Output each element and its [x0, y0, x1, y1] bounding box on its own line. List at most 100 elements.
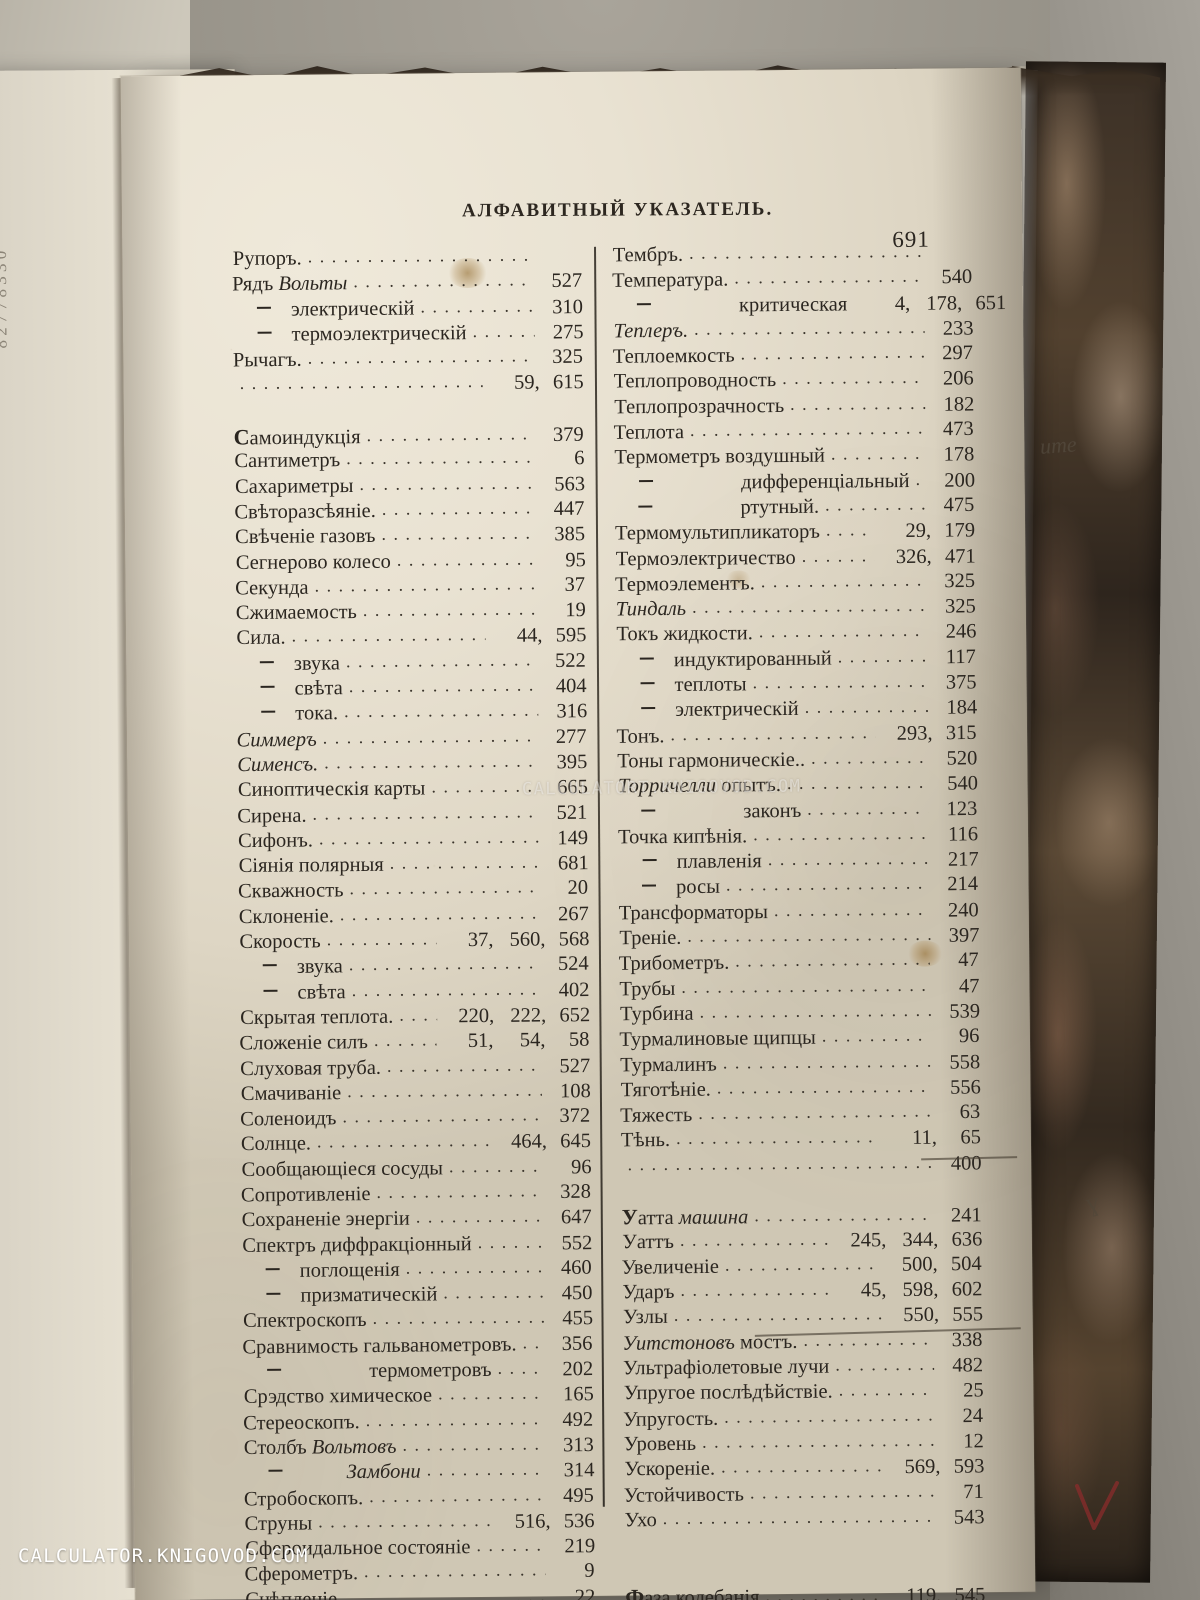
index-entry-pages: 356 [561, 1332, 593, 1355]
index-spacer [625, 1530, 985, 1559]
index-entry-pages: 47 [958, 974, 980, 998]
leader-dots: ........................................ [725, 870, 930, 896]
index-entry-label: Склоненіе. [238, 904, 334, 928]
leader-dots: ........................................ [675, 1124, 881, 1149]
em-dash-icon [641, 884, 657, 888]
index-entry-pages: 119, 545 [906, 1584, 986, 1600]
em-dash-icon [639, 479, 654, 482]
leader-dots: ........................................ [689, 415, 925, 441]
leader-dots: ........................................ [835, 1351, 935, 1375]
index-entry: Ухо.....................................… [624, 1504, 984, 1533]
index-spacer [234, 396, 584, 425]
index-entry-label: Теплоемкость [612, 344, 735, 369]
index-entry-label-italic: Вольтовъ [311, 1435, 397, 1459]
em-dash-icon [638, 505, 653, 508]
index-entry-pages: 149 [557, 826, 589, 850]
index-entry-pages [539, 244, 583, 270]
index-entry-pages: 275 [552, 321, 584, 344]
index-entry-label: Стереоскопъ. [243, 1410, 360, 1435]
index-entry-pages: 37 [564, 573, 586, 596]
index-entry-label: Синоптическія карты [237, 777, 426, 802]
index-entry-pages: 95 [565, 548, 586, 571]
index-entry-label: Сифонъ. [237, 829, 314, 852]
running-head: АЛФАВИТНЫЙ УКАЗАТЕЛЬ. [461, 198, 774, 222]
index-entry-pages: 246 [945, 620, 977, 644]
index-entry: Фаза колебанія..........................… [625, 1581, 985, 1600]
index-entry-pages: 527 [551, 269, 583, 293]
index-entry: Термомультипликаторъ....................… [615, 517, 976, 547]
leader-dots: ........................................ [824, 491, 926, 515]
index-entry-label: Замбони [244, 1460, 421, 1487]
index-entry-label: Теплеръ. [613, 319, 689, 343]
index-entry: ........................................… [234, 369, 584, 399]
em-dash-icon [640, 682, 655, 685]
leader-dots: ........................................ [821, 1022, 931, 1046]
index-entry-pages: 550, 555 [903, 1303, 984, 1327]
index-entry: Температура.............................… [612, 264, 972, 294]
leader-dots: ........................................ [399, 1002, 438, 1025]
index-entry-pages: 11, 65 [911, 1126, 982, 1150]
index-entry-pages: 182 [943, 393, 975, 416]
index-entry-label: Симмеръ [236, 728, 317, 752]
em-dash-icon [263, 989, 278, 992]
index-entry-pages: 214 [947, 873, 979, 896]
index-entry-label: Торричелли опытъ. [617, 774, 781, 798]
leader-dots: ........................................ [477, 1229, 544, 1252]
leader-dots: ........................................ [838, 1377, 935, 1400]
leader-dots: ........................................ [376, 1178, 543, 1202]
leader-dots: ........................................ [307, 242, 534, 267]
leader-dots: ........................................ [472, 318, 535, 341]
em-dash-icon [641, 808, 656, 812]
leader-dots: ........................................ [343, 697, 539, 722]
leader-dots: ........................................ [381, 495, 536, 519]
index-entry-pages: 310 [552, 295, 584, 318]
index-entry-pages: 520 [946, 747, 978, 770]
em-dash-icon [267, 1368, 282, 1371]
index-entry-pages: 665 [557, 776, 589, 799]
index-entry-pages: 47 [958, 949, 979, 972]
index-entry-pages: 482 [952, 1354, 984, 1377]
index-entry-pages: 184 [946, 696, 978, 720]
index-entry-label: Ударъ [622, 1281, 675, 1304]
index-entry-pages: 540 [947, 772, 979, 795]
index-entry-pages: 558 [949, 1050, 981, 1074]
em-dash-icon [265, 1267, 280, 1271]
leader-dots: ........................................ [773, 896, 930, 920]
index-entry-pages: 29, 179 [905, 519, 976, 543]
leader-dots: ........................................ [346, 444, 536, 469]
leader-dots: ........................................ [373, 1027, 437, 1051]
index-entry-pages: 328 [560, 1180, 592, 1203]
leader-dots: ........................................ [405, 1254, 543, 1278]
index-entry-pages: 524 [557, 952, 589, 976]
index-entry-label: Узлы [622, 1306, 668, 1329]
index-entry-label: теплоты [616, 672, 747, 698]
leader-dots: ........................................ [720, 1453, 884, 1477]
index-entry-label-italic: Замбони [346, 1460, 421, 1484]
index-entry-label: Скрытая теплота. [240, 1005, 394, 1029]
index-entry-pages: 44, 595 [516, 624, 587, 648]
index-entry-pages: 12 [963, 1430, 984, 1453]
index-entry-pages: 178 [943, 443, 975, 467]
index-entry-label: поглощенія [242, 1258, 400, 1285]
em-dash-icon [259, 660, 274, 664]
index-entry-label: Сегнерово колесо [235, 550, 391, 574]
leader-dots: ........................................ [339, 900, 540, 924]
index-entry: электрическій...........................… [617, 694, 978, 724]
index-entry-label: Столбъ Вольтовъ [243, 1435, 397, 1460]
leader-dots: ........................................ [314, 571, 537, 596]
leader-dots: ........................................ [239, 369, 483, 394]
leader-dots: ........................................ [372, 1305, 545, 1329]
index-entry-pages: 447 [553, 497, 585, 520]
index-entry-label: Свѣторазсѣяніе. [234, 499, 376, 524]
page-content: АЛФАВИТНЫЙ УКАЗАТЕЛЬ. 691 Рупоръ........… [121, 68, 1036, 1600]
index-entry-label: Термометръ воздушный [614, 445, 826, 469]
index-entry-label: Сахариметры [234, 474, 354, 498]
index-entry-label-italic: Вольты [278, 272, 348, 296]
index-entry-pages: 314 [563, 1459, 595, 1482]
leader-dots: ........................................ [318, 824, 540, 849]
leader-dots: ........................................ [389, 849, 540, 873]
index-entry-label: росы [618, 875, 720, 901]
leader-dots: ........................................ [722, 1048, 932, 1073]
index-entry-pages: 492 [562, 1408, 594, 1431]
index-entry-label: Уровень [623, 1432, 697, 1456]
